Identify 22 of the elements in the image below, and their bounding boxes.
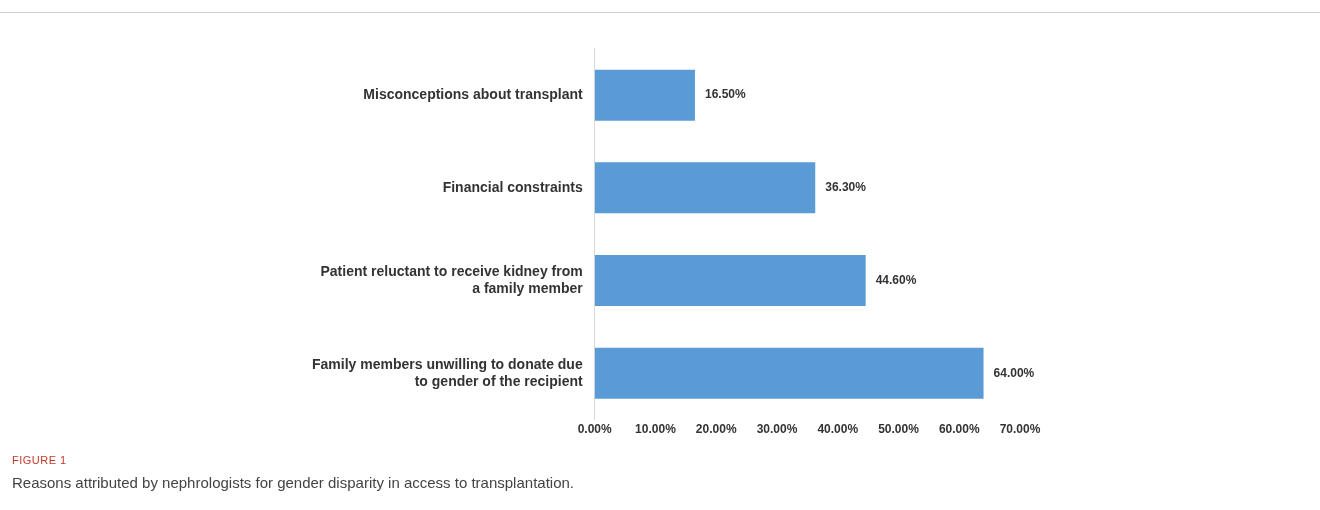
x-tick-label: 20.00% <box>695 422 737 437</box>
x-tick-label: 40.00% <box>817 422 859 437</box>
text: Reasons attributed by nephrologists for gender disparity in access to transplantation. <box>12 474 574 491</box>
bar <box>594 162 816 214</box>
y-tick-label: Misconceptions about transplant <box>363 86 584 103</box>
data-label: 16.50% <box>704 87 746 102</box>
y-tick-label: Family members unwilling to donate due to gender of the recipient <box>312 355 584 389</box>
data-label: 36.30% <box>825 180 867 195</box>
x-tick-label: 60.00% <box>938 422 980 437</box>
y-tick-label: Financial constraints <box>442 178 583 195</box>
bar <box>594 347 984 399</box>
bar <box>594 69 695 121</box>
y-tick-label: Patient reluctant to receive kidney from a family member <box>320 263 584 296</box>
x-tick-label: 50.00% <box>878 422 920 437</box>
x-tick-label: 30.00% <box>756 422 798 437</box>
x-tick-label: 0.00% <box>577 422 613 437</box>
x-tick-label: 10.00% <box>635 422 677 437</box>
bar <box>594 255 866 307</box>
text: FIGURE 1 <box>12 454 67 466</box>
x-tick-label: 70.00% <box>999 422 1041 437</box>
data-label: 64.00% <box>993 365 1035 380</box>
data-label: 44.60% <box>875 272 917 287</box>
